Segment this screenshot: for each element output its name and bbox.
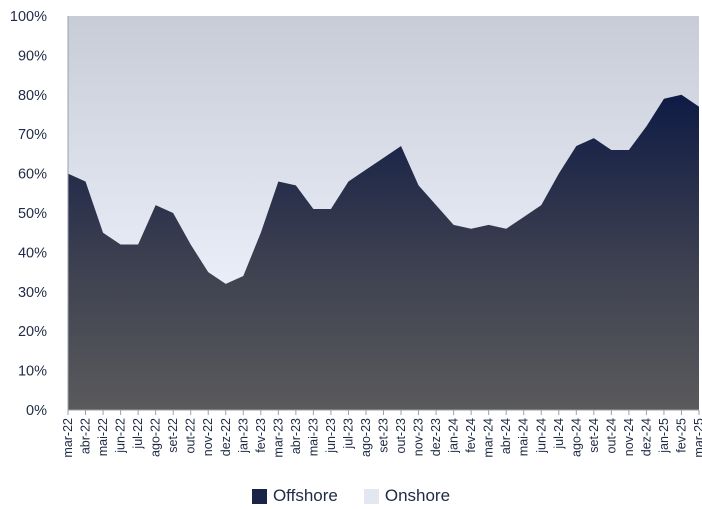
x-tick-label: jul-23 bbox=[341, 418, 355, 450]
y-tick-label: 60% bbox=[18, 167, 47, 183]
x-tick-label: jun-24 bbox=[534, 418, 548, 454]
legend-swatch-offshore bbox=[251, 488, 267, 504]
x-tick-label: out-24 bbox=[604, 418, 618, 453]
area-offshore bbox=[68, 94, 699, 411]
y-tick-label: 30% bbox=[18, 285, 47, 301]
x-tick-label: nov-23 bbox=[412, 418, 426, 456]
stacked-area-chart: 0% 10% 20% 30% 40% 50% 60% 70% 80% 90% 100% mar-22… bbox=[10, 9, 702, 458]
y-tick-label: 50% bbox=[18, 206, 47, 222]
x-tick-label: mai-24 bbox=[517, 418, 531, 456]
y-tick-label: 90% bbox=[18, 48, 47, 64]
plot-area bbox=[68, 16, 699, 411]
y-tick-label: 0% bbox=[26, 403, 47, 419]
x-tick-label: fev-25 bbox=[674, 418, 688, 453]
x-tick-label: fev-24 bbox=[464, 418, 478, 453]
y-tick-label: 10% bbox=[18, 364, 47, 380]
x-tick-label: mai-22 bbox=[96, 418, 110, 456]
x-tick-label: jun-23 bbox=[324, 418, 338, 454]
x-tick-label: ago-24 bbox=[569, 418, 583, 457]
x-tick-label: dez-22 bbox=[219, 418, 233, 456]
x-tick-label: abr-22 bbox=[79, 418, 93, 454]
x-tick-label: set-22 bbox=[166, 418, 180, 453]
x-tick-label: mai-23 bbox=[306, 418, 320, 456]
legend: Offshore Onshore bbox=[0, 486, 702, 506]
x-tick-label: set-24 bbox=[587, 418, 601, 453]
legend-swatch-onshore bbox=[363, 488, 379, 504]
y-tick-label: 100% bbox=[10, 9, 47, 25]
x-tick-label: jan-24 bbox=[447, 418, 461, 454]
y-tick-label: 80% bbox=[18, 88, 47, 104]
x-tick-label: jun-22 bbox=[114, 418, 128, 454]
x-tick-label: out-22 bbox=[184, 418, 198, 453]
x-axis: mar-22 abr-22 mai-22 jun-22 jul-22 ago-22 set-… bbox=[61, 409, 702, 458]
legend-item-offshore: Offshore bbox=[251, 486, 338, 506]
x-tick-label: ago-23 bbox=[359, 418, 373, 457]
x-tick-label: jul-22 bbox=[131, 418, 145, 450]
legend-item-onshore: Onshore bbox=[363, 486, 451, 506]
y-tick-label: 40% bbox=[18, 245, 47, 261]
x-tick-label: jul-24 bbox=[552, 418, 566, 450]
x-tick-label: dez-24 bbox=[639, 418, 653, 456]
y-axis: 0% 10% 20% 30% 40% 50% 60% 70% 80% 90% 100% bbox=[10, 9, 69, 419]
x-tick-label: mar-23 bbox=[271, 418, 285, 458]
legend-label-offshore: Offshore bbox=[272, 486, 338, 505]
x-tick-label: mar-24 bbox=[482, 418, 496, 458]
x-tick-label: abr-24 bbox=[499, 418, 513, 454]
x-tick-label: mar-22 bbox=[61, 418, 75, 458]
x-tick-label: ago-22 bbox=[149, 418, 163, 457]
area-onshore bbox=[68, 16, 699, 284]
y-tick-label: 20% bbox=[18, 324, 47, 340]
x-tick-label: abr-23 bbox=[289, 418, 303, 454]
x-tick-label: jan-25 bbox=[657, 418, 671, 454]
x-tick-label: mar-25 bbox=[692, 418, 702, 458]
x-tick-label: out-23 bbox=[394, 418, 408, 453]
x-tick-label: nov-24 bbox=[622, 418, 636, 456]
x-tick-label: dez-23 bbox=[429, 418, 443, 456]
y-tick-label: 70% bbox=[18, 127, 47, 143]
legend-label-onshore: Onshore bbox=[384, 486, 451, 505]
x-tick-label: fev-23 bbox=[254, 418, 268, 453]
x-tick-label: jan-23 bbox=[236, 418, 250, 454]
x-tick-label: nov-22 bbox=[201, 418, 215, 456]
x-tick-label: set-23 bbox=[377, 418, 391, 453]
